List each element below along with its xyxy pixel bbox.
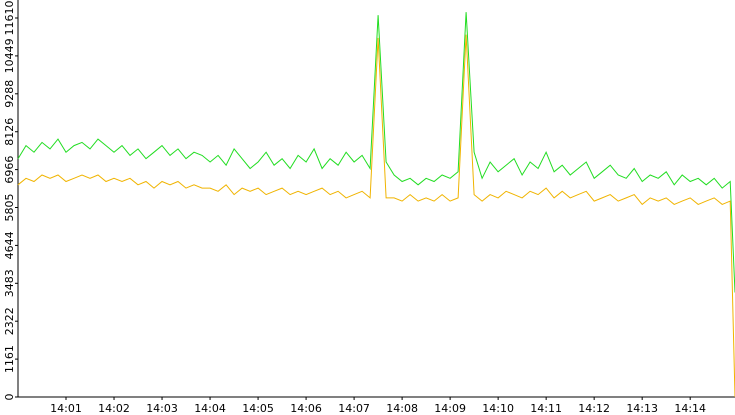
x-tick-label: 14:09 [434, 402, 466, 415]
x-tick-label: 14:07 [338, 402, 370, 415]
y-tick-label: 10449 [3, 38, 16, 73]
x-tick-label: 14:13 [626, 402, 658, 415]
y-tick-label: 3483 [3, 269, 16, 297]
x-tick-label: 14:06 [290, 402, 322, 415]
x-tick-label: 14:05 [242, 402, 274, 415]
y-tick-label: 5805 [3, 194, 16, 222]
x-tick-label: 14:11 [530, 402, 562, 415]
y-tick-label: 1161 [3, 345, 16, 373]
x-tick-label: 14:08 [386, 402, 418, 415]
x-tick-label: 14:01 [50, 402, 82, 415]
y-tick-label: 11610 [3, 1, 16, 36]
y-tick-label: 8126 [3, 118, 16, 146]
y-tick-label: 4644 [3, 231, 16, 259]
x-tick-label: 14:14 [674, 402, 706, 415]
series-line [17, 34, 735, 398]
x-tick-label: 14:10 [482, 402, 514, 415]
x-tick-label: 14:03 [146, 402, 178, 415]
x-tick-label: 14:04 [194, 402, 226, 415]
y-tick-label: 6966 [3, 156, 16, 184]
x-tick-label: 14:12 [578, 402, 610, 415]
y-tick-label: 0 [3, 394, 16, 401]
series-line [17, 12, 735, 293]
x-tick-label: 14:02 [98, 402, 130, 415]
y-tick-label: 9288 [3, 80, 16, 108]
y-tick-label: 2322 [3, 307, 16, 335]
